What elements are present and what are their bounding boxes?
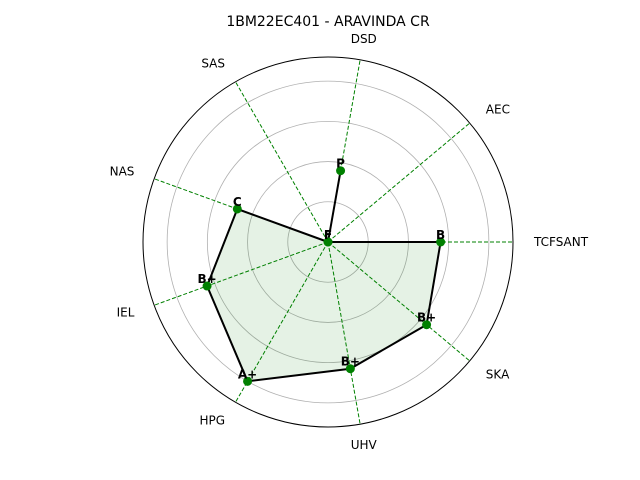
- spoke-hpg: [235, 241, 329, 403]
- data-point-dsd: [336, 166, 346, 176]
- grade-label-nas: C: [233, 195, 242, 209]
- data-point-sas: [323, 237, 333, 247]
- chart-title: 1BM22EC401 - ARAVINDA CR: [226, 14, 430, 30]
- grade-label-sas: F: [324, 228, 332, 242]
- grade-label-uhv: B+: [341, 355, 360, 369]
- spoke-sas: [235, 81, 329, 243]
- grade-label-tcfsant: B: [436, 228, 445, 242]
- plot-boundary: [142, 56, 514, 428]
- data-point-ska: [422, 320, 432, 330]
- data-point-uhv: [345, 364, 355, 374]
- spoke-uhv: [327, 241, 361, 425]
- grade-label-iel: B+: [197, 272, 216, 286]
- grid-ring-4: [166, 80, 490, 404]
- axis-label-dsd: DSD: [351, 32, 377, 46]
- axis-label-hpg: HPG: [199, 413, 225, 427]
- data-markers: [202, 166, 446, 386]
- grade-label-ska: B+: [417, 311, 436, 325]
- axis-label-aec: AEC: [486, 103, 510, 117]
- axis-label-tcfsant: TCFSANT: [533, 235, 589, 249]
- axis-label-nas: NAS: [110, 165, 135, 179]
- axis-label-sas: SAS: [201, 57, 225, 71]
- axis-label-uhv: UHV: [351, 438, 378, 452]
- grade-label-aec: F: [324, 228, 332, 242]
- data-point-iel: [202, 281, 212, 291]
- axis-label-ska: SKA: [486, 367, 510, 381]
- grade-label-hpg: A+: [238, 367, 257, 381]
- data-point-tcfsant: [436, 237, 446, 247]
- data-point-hpg: [243, 376, 253, 386]
- series-fill: [207, 170, 441, 382]
- spoke-iel: [153, 241, 329, 306]
- series-area: [206, 169, 442, 383]
- axis-label-iel: IEL: [117, 305, 135, 319]
- axis-labels: TCFSANT AEC DSD SAS NAS IEL HPG UHV SKA: [110, 32, 589, 452]
- grade-label-dsd: P: [336, 157, 345, 171]
- spoke-ska: [327, 241, 471, 362]
- spoke-aec: [327, 122, 471, 243]
- data-point-nas: [232, 204, 242, 214]
- series-line: [206, 169, 442, 383]
